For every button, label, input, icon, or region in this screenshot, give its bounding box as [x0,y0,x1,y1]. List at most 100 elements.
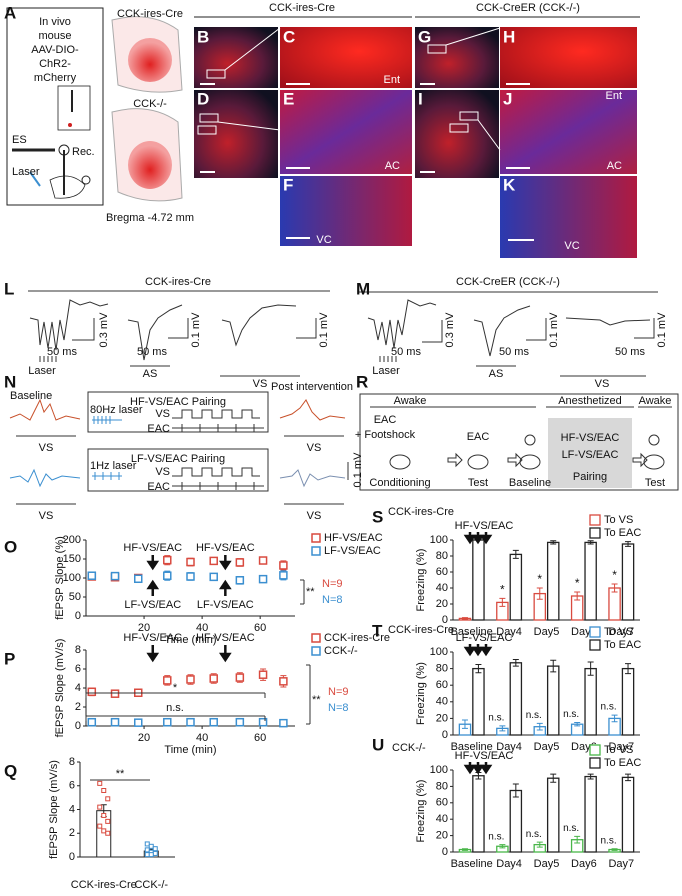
legend-swatch [589,744,601,756]
data-point [163,555,172,565]
legend-swatch [311,633,321,643]
panel-letter: J [503,89,512,108]
data-point [209,572,218,582]
dot [105,830,111,836]
label: Awake [394,395,427,407]
error-bar [499,725,506,732]
label: 1Hz laser [90,460,137,472]
data-point [110,571,120,581]
label: 50 ms [615,346,645,358]
legend-label: To EAC [604,527,641,539]
x-axis-label: Time (min) [164,634,216,646]
label: 0.1 mV [318,312,330,348]
dot [105,796,111,802]
y-tick-label: 20 [436,830,448,842]
label: 0.3 mV [98,312,110,348]
label: N=8 [328,702,349,714]
legend-swatch [589,639,601,651]
label: LF-VS/EAC [456,632,513,644]
label: N=9 [322,578,343,590]
y-tick-label: 200 [63,534,81,546]
y-axis-label: fEPSP Slope (mV/s) [48,760,60,859]
y-tick-label: 0 [442,846,448,858]
bar [608,587,621,621]
label: AC [385,160,400,172]
arrow [471,644,485,657]
x-tick-label: 60 [254,622,266,634]
label: HF-VS/EAC [196,632,255,644]
label: In vivo [39,16,71,28]
y-tick-label: 4 [75,682,81,694]
label: ChR2- [39,58,71,70]
y-tick-label: 40 [436,696,448,708]
label: HF-VS/EAC [123,632,182,644]
label: n.s. [563,709,579,720]
y-tick-label: 40 [436,813,448,825]
bar [584,667,597,736]
label: Baseline [10,390,52,402]
label: VC [564,240,579,252]
arrow [146,645,160,663]
arrow [479,644,493,657]
x-tick-label: Day7 [608,626,634,638]
data-point [209,674,218,683]
data-point [279,718,288,728]
label: mCherry [34,72,77,84]
label: mouse [38,30,71,42]
y-tick-label: 8 [75,644,81,656]
arrow [471,532,485,545]
y-tick-label: 100 [430,764,448,776]
panel-a-layout [6,7,183,206]
x-tick-label: 40 [196,732,208,744]
y-tick-label: 0 [442,729,448,741]
data-point [258,670,268,679]
legend-label: To EAC [604,639,641,651]
label: n.s. [166,702,184,714]
label: VS [253,378,268,390]
bar [621,543,635,621]
dot [152,850,158,856]
panel-letter: U [372,735,384,754]
error-bar [536,841,543,848]
data-point [134,574,143,584]
y-tick-label: 80 [436,780,448,792]
error-bar [625,541,632,547]
chart-title: CCK-ires-Cre [388,506,454,518]
label: ES [12,134,27,146]
x-tick-label: CCK-/- [134,879,168,891]
label: n.s. [601,702,617,713]
data-point [87,571,97,580]
error-bar [512,549,519,559]
data-point [163,571,172,580]
data-point [186,675,195,684]
label: 50 ms [137,346,167,358]
error-bar [536,722,543,731]
panel-letter: R [356,372,368,391]
data-point [235,558,245,567]
x-tick-label: 20 [138,732,150,744]
y-tick-label: 6 [69,780,75,792]
bar [584,541,597,621]
label: VS [39,510,54,522]
label: CCK-ires-Cre [269,2,335,14]
y-tick-label: 0 [75,720,81,732]
legend-label: To EAC [604,757,641,769]
label: Baseline [509,477,551,489]
x-tick-label: Day6 [571,858,597,870]
dot [144,841,150,847]
label: AS [489,368,504,380]
label: * [173,682,178,694]
label: AAV-DIO- [31,44,79,56]
x-tick-label: Day5 [534,858,560,870]
panel-letter: Q [4,761,17,780]
label: VC [316,234,331,246]
label: n.s. [601,835,617,846]
label: 0.3 mV [444,312,456,348]
label: CCK-/- [133,98,167,110]
bar [472,667,485,736]
label: HF-VS/EAC [455,750,514,762]
panel-letter: B [197,27,209,46]
error-bar [512,658,519,667]
label: n.s. [488,831,504,842]
